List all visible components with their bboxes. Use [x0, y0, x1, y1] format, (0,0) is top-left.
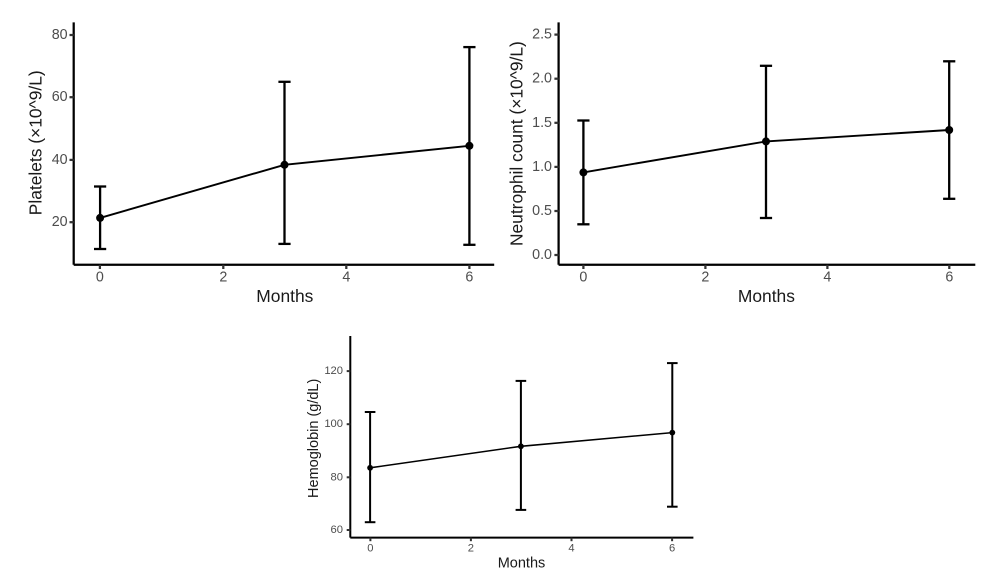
- svg-text:Neutrophil count (×10^9/L): Neutrophil count (×10^9/L): [506, 41, 526, 246]
- svg-text:4: 4: [342, 270, 350, 286]
- svg-text:1.5: 1.5: [532, 115, 552, 131]
- svg-text:2: 2: [468, 543, 474, 555]
- svg-text:0.5: 0.5: [532, 203, 552, 219]
- svg-text:0: 0: [96, 270, 104, 286]
- svg-text:Platelets (×10^9/L): Platelets (×10^9/L): [26, 70, 46, 215]
- svg-text:1.0: 1.0: [532, 159, 552, 175]
- svg-text:Hemoglobin (g/dL): Hemoglobin (g/dL): [306, 379, 322, 498]
- svg-text:20: 20: [52, 214, 68, 230]
- svg-text:2: 2: [701, 270, 709, 286]
- svg-text:4: 4: [823, 270, 831, 286]
- svg-text:80: 80: [331, 471, 343, 483]
- svg-text:Months: Months: [738, 286, 795, 306]
- svg-text:60: 60: [331, 524, 343, 536]
- svg-text:2.5: 2.5: [532, 27, 552, 43]
- svg-text:2.0: 2.0: [532, 71, 552, 87]
- svg-text:60: 60: [52, 89, 68, 105]
- svg-text:Months: Months: [498, 556, 546, 572]
- svg-text:80: 80: [52, 27, 68, 43]
- svg-text:Months: Months: [256, 286, 313, 306]
- svg-text:0: 0: [579, 270, 587, 286]
- svg-text:0: 0: [367, 543, 373, 555]
- svg-text:120: 120: [324, 365, 343, 377]
- svg-text:40: 40: [52, 152, 68, 168]
- svg-text:6: 6: [669, 543, 675, 555]
- svg-text:6: 6: [945, 270, 953, 286]
- svg-text:2: 2: [219, 270, 227, 286]
- svg-text:4: 4: [568, 543, 574, 555]
- svg-text:0.0: 0.0: [532, 247, 552, 263]
- svg-text:100: 100: [324, 418, 343, 430]
- svg-text:6: 6: [465, 270, 473, 286]
